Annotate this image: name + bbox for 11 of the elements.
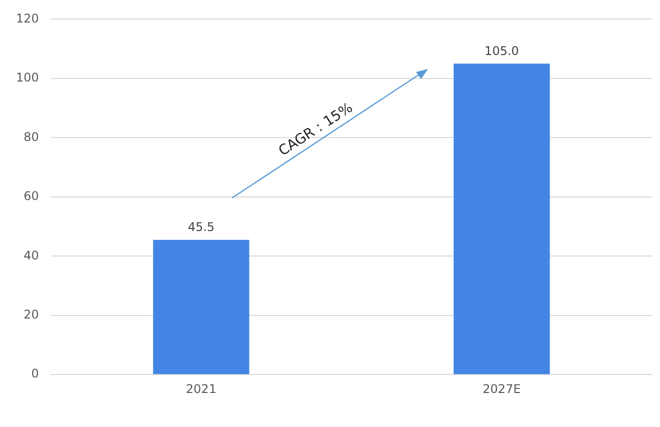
data-label: 105.0 [484,44,519,58]
y-tick-label: 80 [24,130,39,144]
y-tick-label: 100 [16,70,39,85]
y-tick-label: 40 [24,248,39,262]
y-tick-label: 120 [16,11,39,26]
y-tick-label: 20 [24,307,39,322]
x-tick-label: 2027E [482,382,521,396]
data-label: 45.5 [188,220,215,234]
y-tick-label: 60 [24,189,39,204]
y-tick-label: 0 [31,366,39,381]
x-tick-label: 2021 [186,382,216,396]
